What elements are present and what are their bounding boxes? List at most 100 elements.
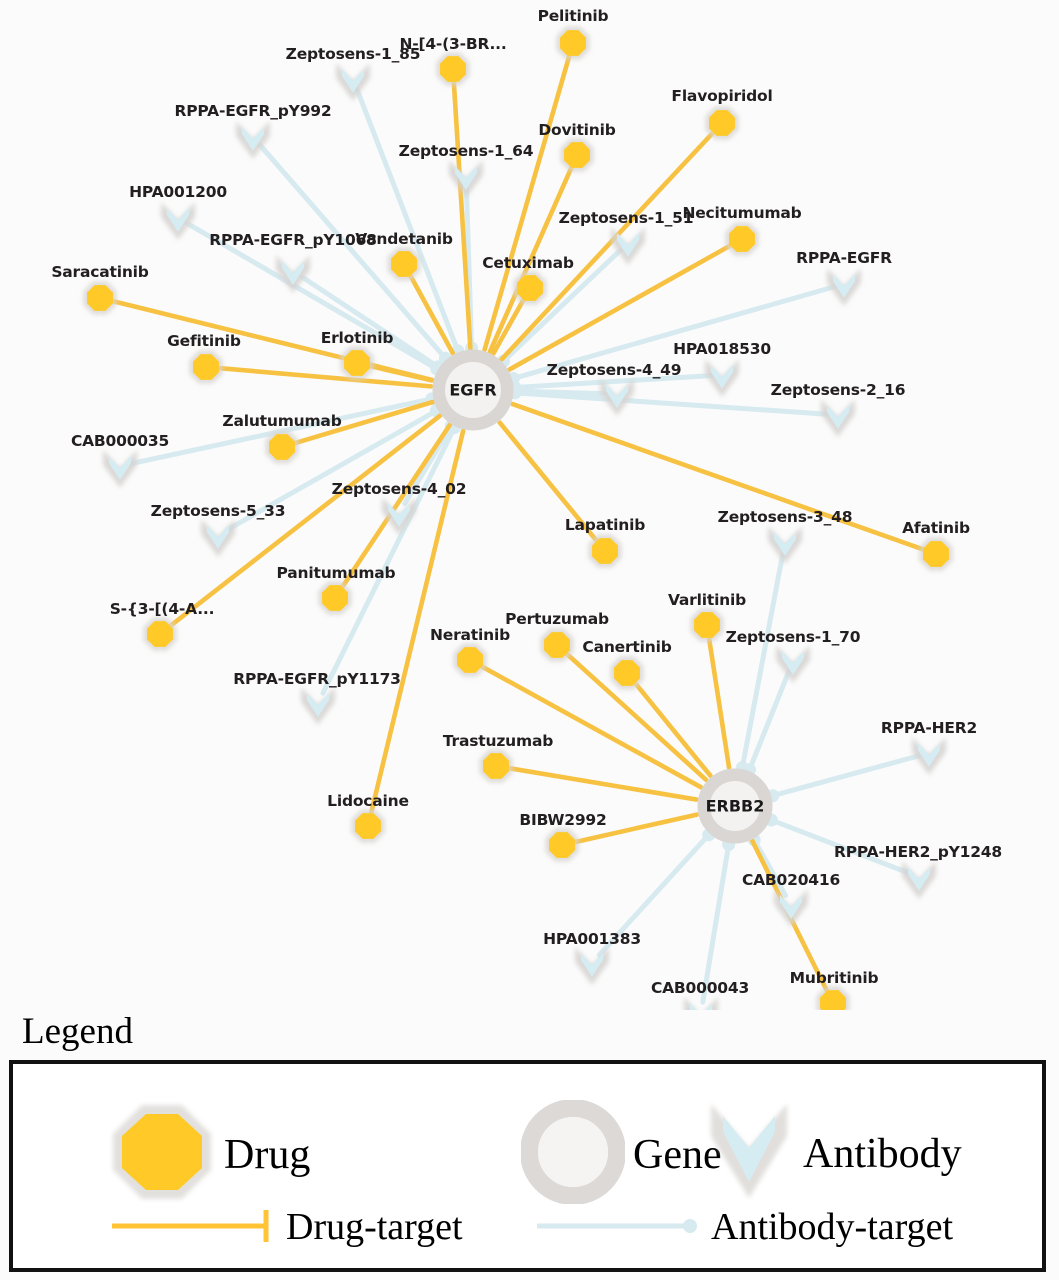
drug-node[interactable] (479, 749, 513, 783)
drug-node[interactable] (588, 534, 622, 568)
drug-node[interactable] (318, 581, 352, 615)
drug-node[interactable] (351, 809, 385, 843)
legend-item-antibody-target: Antibody-target (533, 1204, 953, 1249)
antibody-node[interactable] (611, 227, 645, 265)
antibody-node[interactable] (201, 519, 235, 557)
chevron-icon (307, 693, 329, 717)
antibody-node[interactable] (382, 497, 416, 535)
nodes-layer[interactable] (83, 26, 953, 1010)
legend: Legend Drug (0, 1010, 1059, 1280)
edge (700, 841, 732, 1005)
chevron-icon (782, 651, 804, 675)
drug-node[interactable] (83, 281, 117, 315)
legend-label-gene: Gene (633, 1131, 722, 1178)
edge (257, 142, 448, 361)
drug-node[interactable] (540, 628, 574, 662)
antibody-node[interactable] (902, 861, 936, 899)
drug-node[interactable] (690, 608, 724, 642)
chevron-icon (581, 953, 603, 977)
legend-item-gene: Gene (520, 1099, 722, 1209)
gene-node[interactable] (697, 768, 773, 844)
drug-node[interactable] (610, 656, 644, 690)
chevron-icon (109, 456, 131, 480)
antibody-node[interactable] (301, 687, 335, 725)
antibody-node[interactable] (774, 889, 808, 927)
octagon-icon (614, 660, 640, 686)
edge (290, 399, 436, 447)
donut-icon (432, 349, 514, 431)
antibody-node[interactable] (705, 359, 739, 397)
drug-node[interactable] (545, 828, 579, 862)
antibody-node[interactable] (103, 450, 137, 488)
antibody-node[interactable] (912, 737, 946, 775)
antibody-node[interactable] (276, 255, 310, 293)
octagon-icon (820, 990, 846, 1010)
drug-node[interactable] (513, 271, 547, 305)
edge (338, 422, 453, 592)
antibody-node[interactable] (575, 947, 609, 985)
drug-node[interactable] (705, 106, 739, 140)
drug-node[interactable] (436, 52, 470, 86)
chevron-icon (455, 166, 477, 190)
drug-node[interactable] (453, 643, 487, 677)
chevron-icon (780, 895, 802, 919)
network-canvas[interactable]: Zeptosens-1_85 RPPA-EGFR_pY992 Zeptosens-1… (0, 0, 1059, 1010)
antibody-node[interactable] (821, 399, 855, 437)
edge (770, 753, 921, 799)
edge (739, 550, 786, 771)
antibody-node[interactable] (827, 268, 861, 306)
edge (166, 413, 443, 630)
octagon-icon (87, 285, 113, 311)
drug-node[interactable] (265, 430, 299, 464)
edge (299, 274, 441, 370)
legend-label-drug-target: Drug-target (286, 1205, 463, 1248)
antibody-node[interactable] (776, 645, 810, 683)
drug-node[interactable] (143, 617, 177, 651)
edge (477, 663, 704, 790)
antibody-node[interactable] (449, 160, 483, 198)
drug-node[interactable] (556, 26, 590, 60)
edge (510, 401, 928, 553)
antibody-node[interactable] (684, 997, 718, 1010)
antibody-edge-icon (533, 1204, 703, 1249)
drug-node[interactable] (816, 986, 850, 1010)
edge (365, 363, 435, 383)
drug-node[interactable] (340, 346, 374, 380)
drug-node[interactable] (189, 350, 223, 384)
antibody-node[interactable] (161, 202, 195, 240)
network-graph[interactable] (0, 0, 1059, 1010)
antibody-node[interactable] (336, 63, 370, 101)
edge (320, 425, 457, 696)
drug-node[interactable] (560, 138, 594, 172)
chevron-icon (282, 261, 304, 285)
octagon-icon (440, 56, 466, 82)
octagon-icon (457, 647, 483, 673)
antibody-node[interactable] (236, 121, 270, 159)
edge (491, 295, 527, 356)
chevron-icon (711, 365, 733, 389)
legend-box: Drug Gene (9, 1060, 1046, 1272)
edge (185, 221, 440, 372)
chevron-icon (207, 525, 229, 549)
legend-title: Legend (22, 1011, 133, 1052)
donut-inner (445, 362, 501, 418)
gene-node[interactable] (432, 349, 514, 431)
edge (368, 428, 466, 818)
chevron-icon (606, 384, 628, 408)
antibody-node[interactable] (600, 378, 634, 416)
legend-node-row: Drug Gene (13, 1086, 1042, 1205)
octagon-icon (517, 275, 543, 301)
chevron-icon (690, 1003, 712, 1010)
edge (512, 390, 830, 417)
octagon-icon (483, 753, 509, 779)
donut-icon (697, 768, 773, 844)
antibody-node[interactable] (768, 526, 802, 564)
drug-node[interactable] (919, 537, 953, 571)
legend-item-drug: Drug (108, 1100, 310, 1209)
drug-node[interactable] (725, 222, 759, 256)
edge (497, 420, 601, 545)
octagon-icon (322, 585, 348, 611)
donut-inner (710, 781, 760, 831)
edge (487, 162, 575, 354)
drug-node[interactable] (387, 247, 421, 281)
